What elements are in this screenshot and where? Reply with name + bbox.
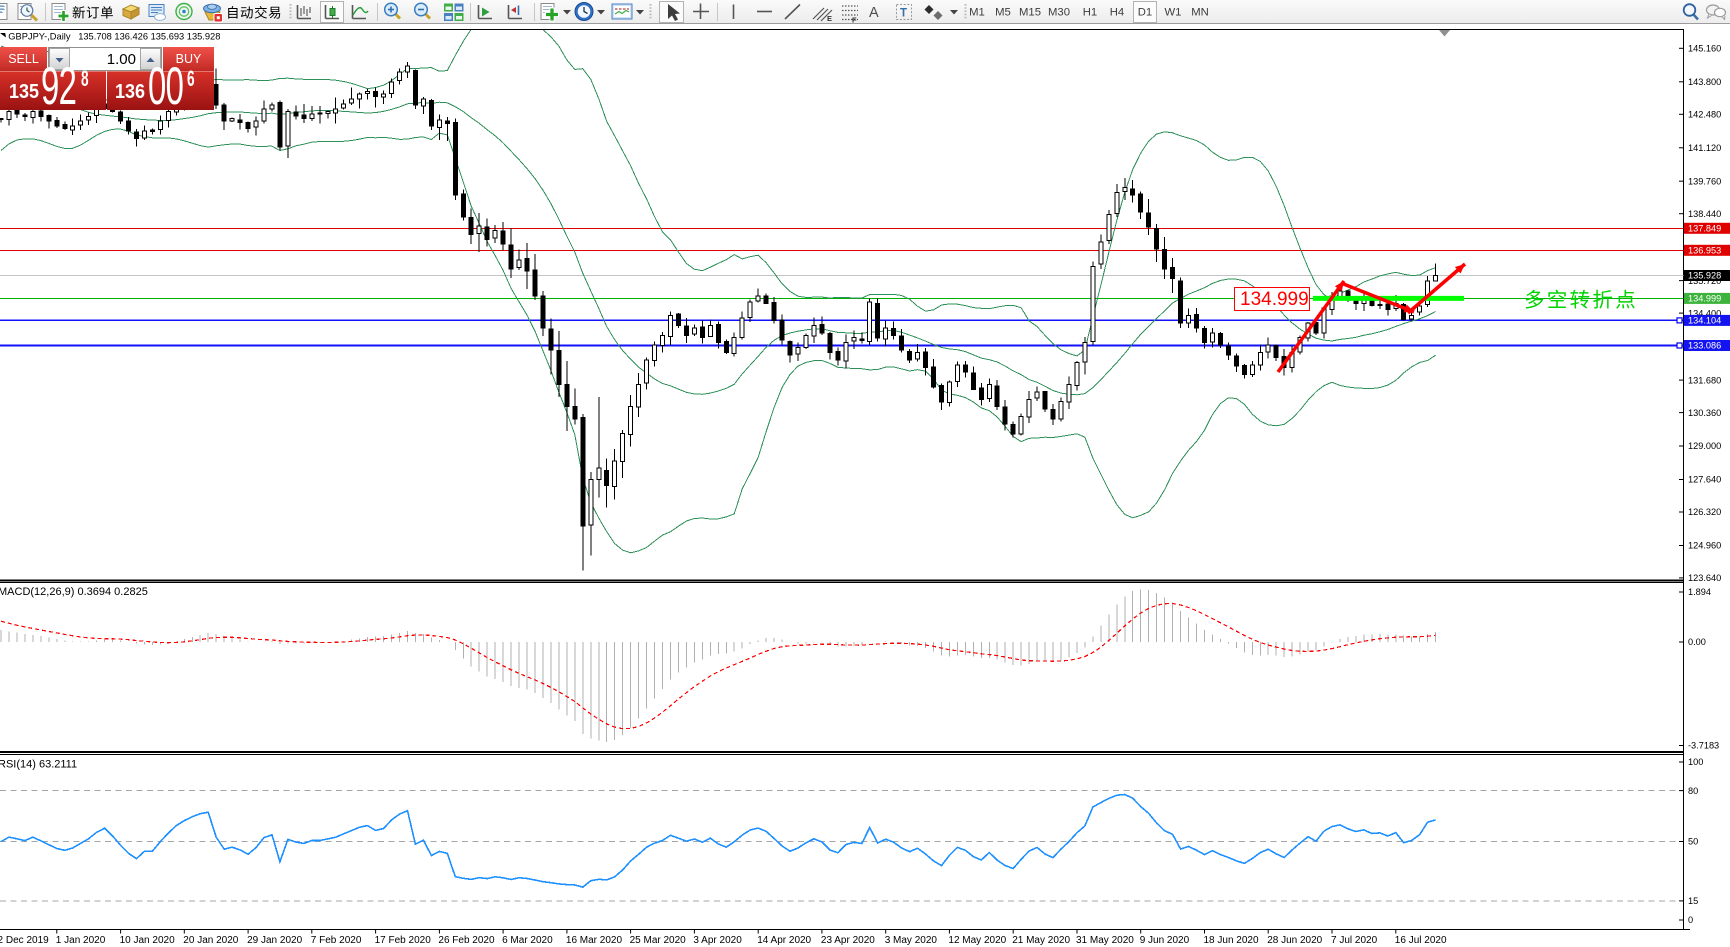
svg-text:1.894: 1.894 [1688,587,1711,597]
svg-text:RSI(14) 63.2111: RSI(14) 63.2111 [0,759,77,771]
svg-text:142.480: 142.480 [1688,110,1721,120]
svg-text:134.999: 134.999 [1688,294,1721,304]
svg-text:M1: M1 [969,7,985,19]
svg-text:6 Mar 2020: 6 Mar 2020 [502,935,553,946]
svg-text:15: 15 [1688,896,1698,906]
svg-text:129.000: 129.000 [1688,441,1721,451]
svg-text:10 Jan 2020: 10 Jan 2020 [120,935,175,946]
svg-text:131.680: 131.680 [1688,375,1721,385]
svg-text:130.360: 130.360 [1688,408,1721,418]
svg-text:0: 0 [1688,915,1693,925]
svg-text:16 Jul 2020: 16 Jul 2020 [1395,935,1447,946]
svg-text:126.320: 126.320 [1688,507,1721,517]
svg-text:100: 100 [1688,757,1703,767]
svg-text:21 May 2020: 21 May 2020 [1012,935,1070,946]
svg-text:23 Apr 2020: 23 Apr 2020 [821,935,875,946]
svg-text:26 Feb 2020: 26 Feb 2020 [438,935,495,946]
svg-text:H4: H4 [1110,7,1124,19]
svg-text:136.953: 136.953 [1688,246,1721,256]
svg-text:143.800: 143.800 [1688,77,1721,87]
svg-text:-3.7183: -3.7183 [1688,741,1719,751]
svg-text:E: E [827,14,832,23]
svg-text:29 Jan 2020: 29 Jan 2020 [247,935,302,946]
svg-text:A: A [869,5,879,21]
svg-text:141.120: 141.120 [1688,143,1721,153]
svg-text:124.960: 124.960 [1688,541,1721,551]
svg-text:M5: M5 [995,7,1011,19]
svg-text:137.849: 137.849 [1688,224,1721,234]
svg-text:135.928: 135.928 [1688,271,1721,281]
svg-text:31 May 2020: 31 May 2020 [1076,935,1134,946]
svg-text:133.086: 133.086 [1688,341,1721,351]
svg-text:18 Jun 2020: 18 Jun 2020 [1204,935,1259,946]
svg-text:17 Feb 2020: 17 Feb 2020 [375,935,432,946]
svg-text:20 Jan 2020: 20 Jan 2020 [183,935,238,946]
svg-text:127.640: 127.640 [1688,475,1721,485]
svg-text:9 Jun 2020: 9 Jun 2020 [1140,935,1190,946]
svg-text:12 May 2020: 12 May 2020 [948,935,1006,946]
svg-text:3 May 2020: 3 May 2020 [885,935,938,946]
svg-text:D1: D1 [1138,7,1152,19]
svg-text:50: 50 [1688,837,1698,847]
svg-text:F: F [852,16,857,25]
svg-text:22 Dec 2019: 22 Dec 2019 [0,935,49,946]
svg-text:M30: M30 [1048,7,1070,19]
svg-text:W1: W1 [1165,7,1182,19]
svg-text:3 Apr 2020: 3 Apr 2020 [693,935,742,946]
svg-text:7 Jul 2020: 7 Jul 2020 [1331,935,1378,946]
svg-text:GBPJPY-,Daily 135.708 136.42: GBPJPY-,Daily 135.708 136.426 135.693 13… [8,31,220,41]
svg-text:139.760: 139.760 [1688,176,1721,186]
svg-text:MN: MN [1191,7,1209,19]
svg-text:134.104: 134.104 [1688,316,1721,326]
svg-text:H1: H1 [1083,7,1097,19]
svg-text:134.999: 134.999 [1240,289,1309,310]
svg-text:123.640: 123.640 [1688,573,1721,583]
svg-text:MACD(12,26,9) 0.3694 0.2825: MACD(12,26,9) 0.3694 0.2825 [0,586,148,598]
svg-text:80: 80 [1688,786,1698,796]
svg-text:145.160: 145.160 [1688,44,1721,54]
svg-text:1 Jan 2020: 1 Jan 2020 [56,935,106,946]
svg-text:25 Mar 2020: 25 Mar 2020 [630,935,687,946]
svg-text:16 Mar 2020: 16 Mar 2020 [566,935,623,946]
svg-text:0.00: 0.00 [1688,637,1706,647]
svg-text:T: T [900,8,907,20]
svg-text:7 Feb 2020: 7 Feb 2020 [311,935,362,946]
svg-text:134.400: 134.400 [1688,308,1721,318]
svg-text:M15: M15 [1019,7,1041,19]
svg-text:138.440: 138.440 [1688,209,1721,219]
svg-text:14 Apr 2020: 14 Apr 2020 [757,935,811,946]
svg-text:28 Jun 2020: 28 Jun 2020 [1267,935,1322,946]
